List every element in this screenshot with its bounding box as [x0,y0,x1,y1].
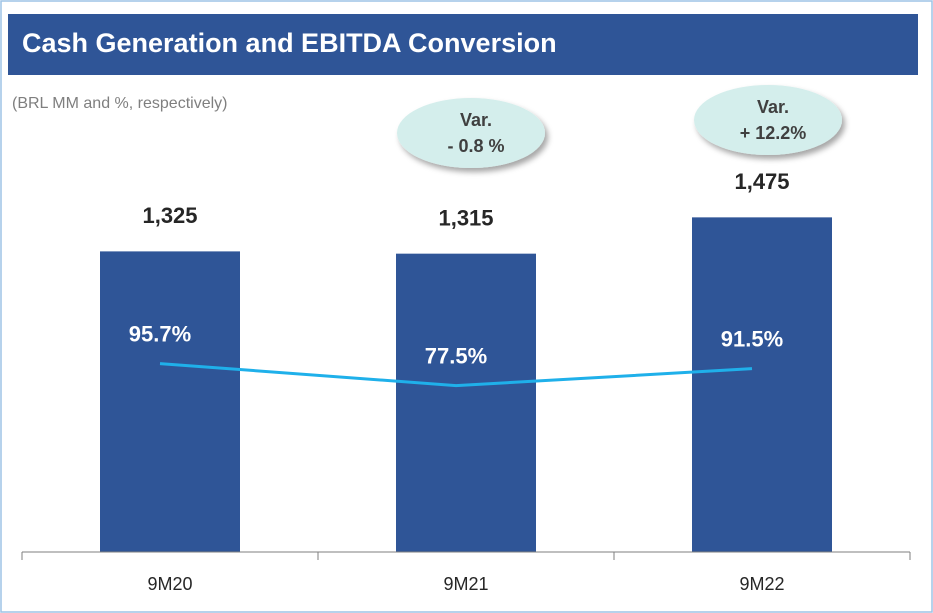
line [159,362,753,388]
x-tick-label: 9M21 [443,574,488,594]
header-bar [8,14,918,75]
x-tick-label: 9M22 [739,574,784,594]
line-value-label: 95.7% [129,321,191,346]
bar [100,251,240,552]
bar [692,217,832,552]
bar-value-label: 1,315 [438,205,493,230]
chart-title: Cash Generation and EBITDA Conversion [22,28,557,58]
subtitle: (BRL MM and %, respectively) [12,95,227,112]
annotation-text: Var. [757,97,789,117]
bar [396,253,536,553]
line-value-label: 77.5% [425,343,487,368]
annotation-text: + 12.2% [740,123,807,143]
bar-value-label: 1,475 [734,169,789,194]
line-value-label: 91.5% [721,326,783,351]
annotation-bubble [694,85,842,155]
annotation-text: - 0.8 % [447,136,504,156]
annotation-bubble [397,98,545,168]
x-tick-label: 9M20 [147,574,192,594]
annotation-text: Var. [460,110,492,130]
bar-value-label: 1,325 [142,203,197,228]
